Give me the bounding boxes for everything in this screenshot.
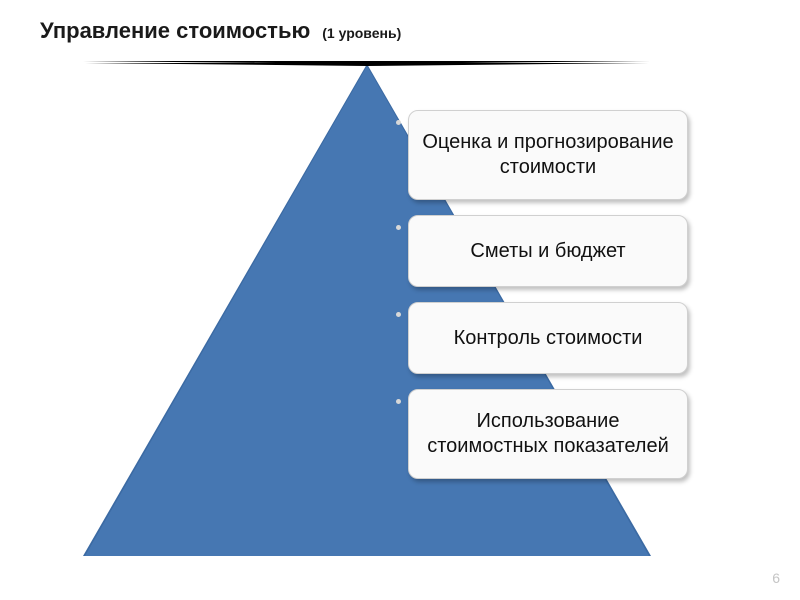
- pyramid-box-label: Оценка и прогнозирование стоимости: [419, 130, 677, 180]
- pyramid-box-2: Контроль стоимости: [408, 302, 688, 374]
- pyramid-box-0: Оценка и прогнозирование стоимости: [408, 110, 688, 200]
- slide-title-main: Управление стоимостью: [40, 18, 310, 44]
- pyramid-box-3: Использование стоимостных показателей: [408, 389, 688, 479]
- slide-title-sub: (1 уровень): [322, 25, 401, 41]
- pyramid-box-1: Сметы и бюджет: [408, 215, 688, 287]
- pyramid-box-bullet: [396, 312, 401, 317]
- page-number: 6: [772, 570, 780, 586]
- pyramid-box-label: Сметы и бюджет: [470, 239, 625, 264]
- pyramid-box-label: Контроль стоимости: [454, 326, 643, 351]
- pyramid-box-bullet: [396, 120, 401, 125]
- pyramid-box-bullet: [396, 399, 401, 404]
- pyramid-box-label: Использование стоимостных показателей: [419, 409, 677, 459]
- pyramid-box-bullet: [396, 225, 401, 230]
- slide-title-row: Управление стоимостью (1 уровень): [40, 18, 401, 44]
